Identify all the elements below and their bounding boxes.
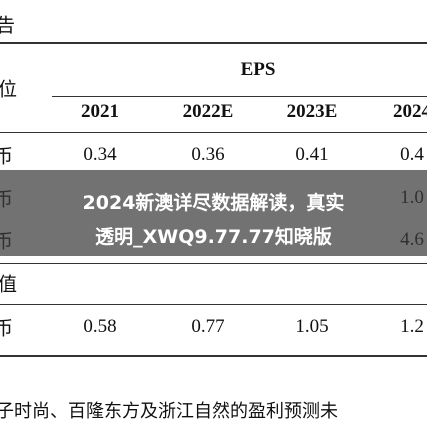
year-header: 2023E: [286, 101, 338, 122]
row-label: 币: [0, 318, 14, 340]
group-header: EPS: [240, 59, 276, 80]
overlay: 2024新澳详尽数据解读，真实 透明_XWQ9.77.77知晓版: [0, 170, 427, 256]
year-header: 2024: [393, 101, 427, 122]
caption-fragment: 告: [0, 15, 16, 37]
footnote: 子时尚、百隆东方及浙江自然的盈利预测未: [0, 401, 338, 421]
rule: [0, 42, 427, 44]
cell: 0.77: [191, 316, 225, 337]
year-header: 2022E: [182, 101, 234, 122]
overlay-title: 2024新澳详尽数据解读，真实: [82, 192, 345, 214]
overlay-title: 透明_XWQ9.77.77知晓版: [95, 226, 332, 248]
rule: [0, 304, 427, 305]
cell: 1.2: [400, 316, 424, 337]
row-label: 币: [0, 146, 14, 168]
rule: [0, 263, 427, 264]
rule: [52, 96, 427, 97]
rule: [0, 132, 427, 133]
cell: 0.58: [83, 316, 117, 337]
cell: 0.4: [400, 144, 424, 165]
cell: 0.36: [191, 144, 225, 165]
year-header: 2021: [81, 101, 119, 122]
cell: 1.05: [295, 316, 329, 337]
cell: 0.41: [295, 144, 329, 165]
rule: [0, 355, 427, 357]
section-label: 值: [0, 274, 18, 296]
unit-header: 位: [0, 79, 18, 101]
cell: 0.34: [83, 144, 117, 165]
